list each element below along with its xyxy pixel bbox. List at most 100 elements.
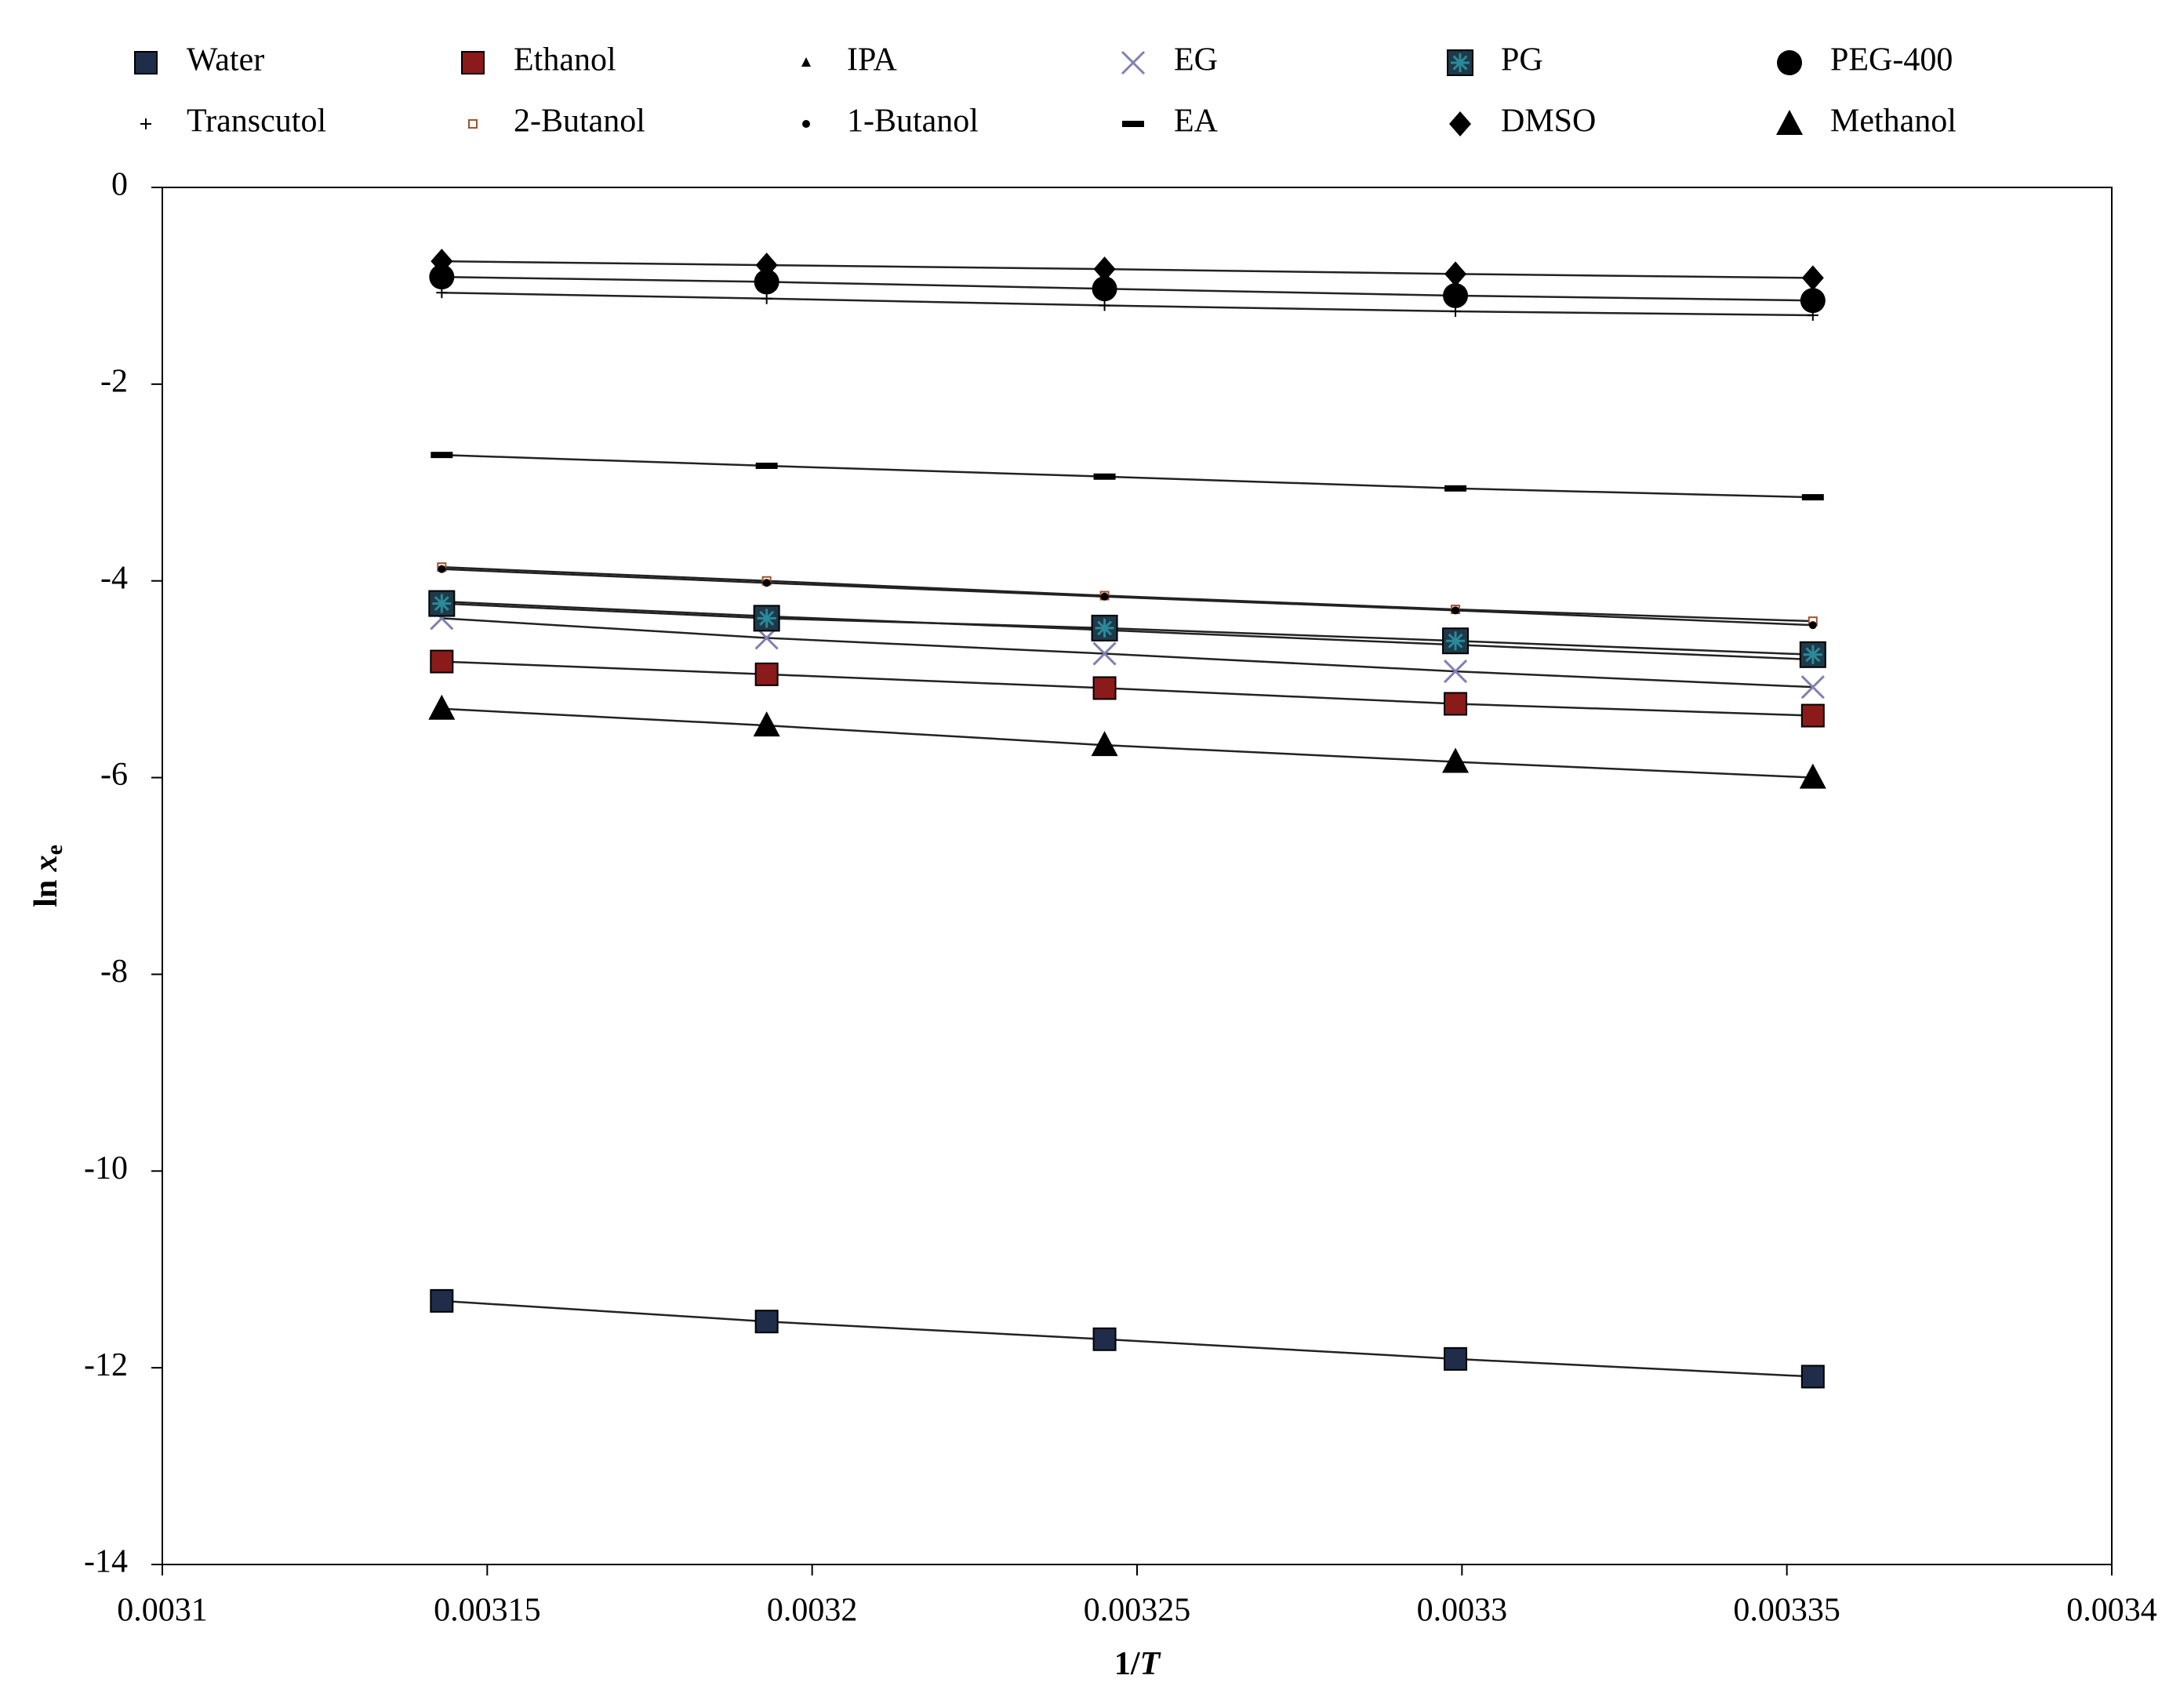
legend-entry: DMSO	[1449, 104, 1596, 140]
marker	[461, 51, 485, 74]
marker-shape	[1122, 121, 1144, 127]
marker	[1122, 121, 1144, 127]
legend-entry: Methanol	[1776, 104, 1957, 140]
marker	[1444, 1346, 1468, 1371]
y-tick-label: 0	[111, 167, 128, 203]
marker-shape	[1449, 111, 1471, 136]
marker	[1092, 1327, 1117, 1351]
marker	[1444, 692, 1468, 716]
marker-shape	[1092, 641, 1117, 666]
legend-label: PEG-400	[1830, 42, 1953, 78]
marker	[134, 51, 158, 74]
marker	[140, 118, 151, 129]
marker-shape	[429, 264, 455, 290]
marker-shape	[1444, 261, 1467, 287]
marker	[1800, 703, 1825, 728]
legend-entry: PEG-400	[1777, 42, 1953, 78]
x-tick-label: 0.00325	[1084, 1593, 1191, 1629]
marker-shape	[754, 662, 779, 686]
legend-label: PG	[1501, 42, 1543, 78]
marker	[468, 119, 478, 129]
legend-label: Methanol	[1830, 104, 1957, 140]
marker	[1100, 592, 1109, 601]
marker	[1442, 627, 1470, 655]
legend-entry: 1-Butanol	[802, 104, 979, 140]
legend-entry: Water	[134, 42, 264, 78]
x-tick-label: 0.00335	[1733, 1593, 1840, 1629]
marker	[1091, 614, 1118, 641]
marker-shape	[1452, 55, 1468, 71]
marker	[1093, 473, 1116, 480]
marker	[1443, 282, 1469, 308]
marker-shape	[1444, 1346, 1468, 1371]
marker	[1799, 641, 1826, 668]
marker	[429, 264, 455, 290]
marker-shape	[754, 269, 779, 295]
marker-shape	[802, 120, 810, 128]
marker	[753, 605, 780, 632]
y-tick-label: -14	[84, 1544, 128, 1580]
marker	[1449, 111, 1471, 136]
marker	[1444, 261, 1467, 287]
marker-shape	[1092, 276, 1117, 302]
legend-entry: Ethanol	[461, 42, 616, 78]
marker	[431, 249, 453, 274]
x-tick-label: 0.00315	[434, 1593, 541, 1629]
marker-shape	[134, 51, 158, 74]
marker	[802, 120, 810, 128]
marker	[754, 1310, 779, 1334]
marker	[1807, 310, 1818, 322]
marker-shape	[1444, 485, 1467, 492]
x-tick-label: 0.0032	[767, 1593, 858, 1629]
legend-label: EG	[1174, 42, 1218, 78]
marker	[1093, 256, 1116, 282]
marker-shape	[428, 694, 456, 720]
marker-shape	[1444, 692, 1468, 716]
x-axis-title: 1/T	[1114, 1646, 1162, 1682]
legend-entry: PG	[1447, 42, 1543, 78]
marker	[436, 287, 448, 299]
marker	[1800, 288, 1826, 314]
marker-shape	[1800, 288, 1826, 314]
x-title-var: T	[1140, 1646, 1162, 1682]
marker-shape	[434, 596, 449, 612]
marker-shape	[1805, 647, 1821, 663]
marker	[754, 662, 779, 686]
x-tick-label: 0.0034	[2066, 1593, 2157, 1629]
marker-shape	[438, 565, 446, 573]
legend-entry: 2-Butanol	[468, 104, 645, 140]
marker	[1452, 606, 1460, 615]
marker-shape	[1100, 592, 1109, 601]
legend-label: DMSO	[1501, 104, 1596, 140]
legend-label: Ethanol	[514, 42, 616, 78]
y-title-sub: e	[42, 845, 67, 855]
marker	[761, 293, 772, 304]
marker	[430, 649, 454, 674]
y-axis-title: ln xe	[28, 845, 67, 907]
marker	[1091, 731, 1118, 757]
marker	[753, 711, 780, 737]
marker-shape	[1452, 606, 1460, 615]
marker-shape	[1777, 50, 1802, 75]
marker-shape	[754, 1310, 779, 1334]
marker-shape	[753, 711, 780, 737]
marker-shape	[759, 610, 775, 626]
marker	[1776, 110, 1803, 135]
marker	[755, 462, 778, 469]
marker	[428, 590, 456, 617]
marker	[430, 1288, 454, 1313]
marker-shape	[1097, 620, 1113, 636]
marker	[1450, 306, 1462, 318]
marker-shape	[762, 579, 771, 587]
marker-shape	[1448, 633, 1463, 649]
marker	[1443, 660, 1468, 684]
marker-shape	[1091, 731, 1118, 757]
legend-entry: IPA	[801, 42, 897, 78]
y-title-part: ln	[28, 871, 64, 907]
marker	[762, 579, 771, 587]
marker-shape	[1443, 282, 1469, 308]
marker-shape	[431, 452, 453, 459]
marker-shape	[755, 462, 778, 469]
legend-label: EA	[1174, 104, 1219, 140]
